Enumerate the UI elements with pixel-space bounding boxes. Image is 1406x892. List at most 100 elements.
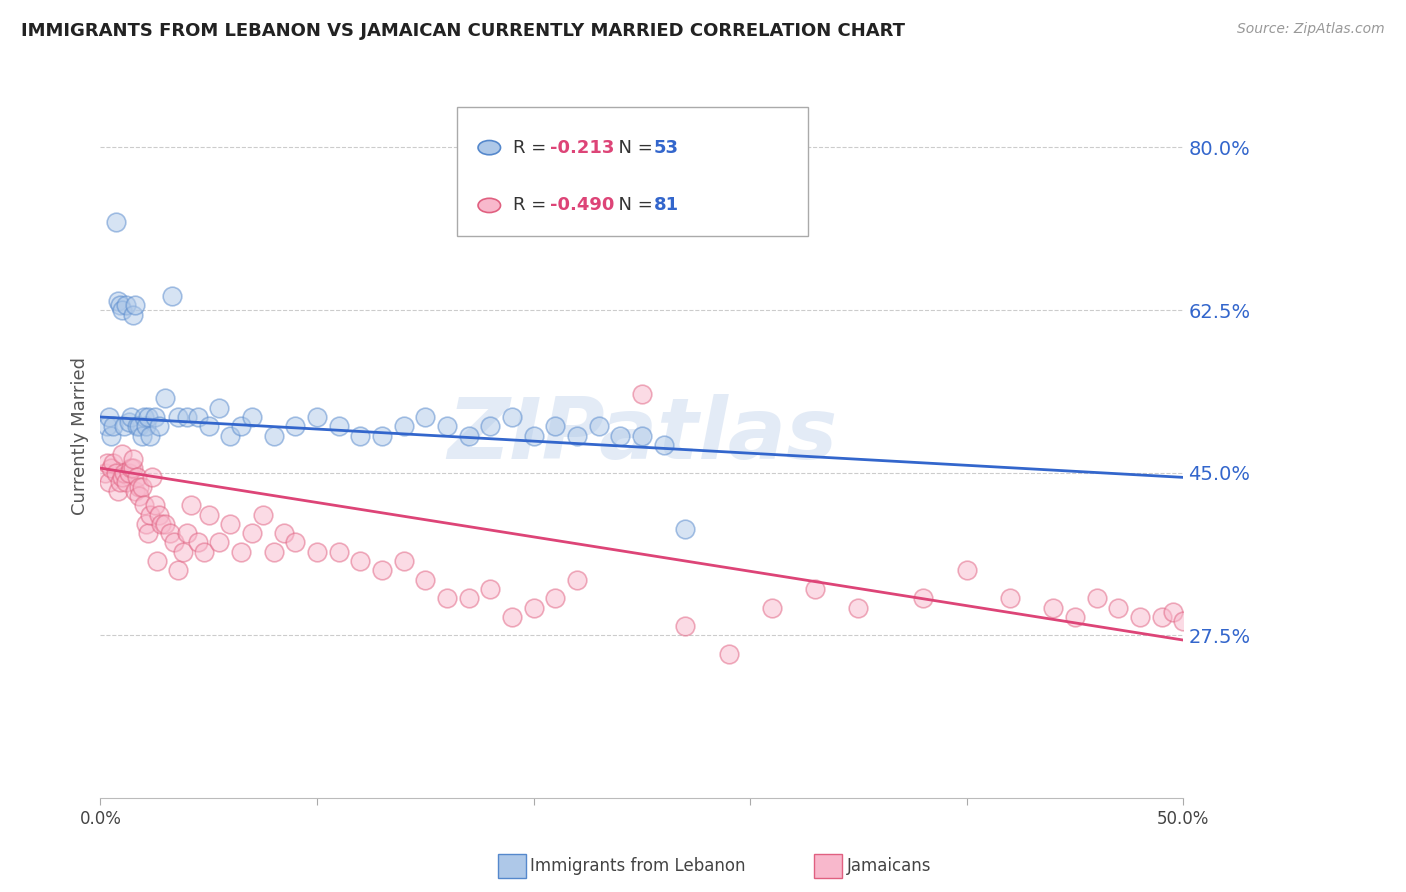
Point [804,582,827,596]
Point [117,415,139,429]
Point [673,522,696,536]
Point [305,409,328,424]
Point [956,563,979,577]
Point [273,526,295,541]
Point [371,563,394,577]
Text: IMMIGRANTS FROM LEBANON VS JAMAICAN CURRENTLY MARRIED CORRELATION CHART: IMMIGRANTS FROM LEBANON VS JAMAICAN CURR… [21,22,905,40]
Point [392,554,415,568]
Point [136,409,159,424]
Point [111,447,134,461]
Point [127,470,149,484]
Point [112,419,135,434]
Point [111,303,134,318]
Text: ZIPatlas: ZIPatlas [447,394,837,477]
Point [121,451,143,466]
Point [673,619,696,633]
Point [135,516,157,531]
Point [522,428,544,442]
Text: Jamaicans: Jamaicans [846,857,931,875]
Point [231,545,253,559]
Point [141,470,163,484]
Point [544,419,567,434]
Point [193,545,215,559]
Point [219,516,242,531]
Text: N =: N = [607,138,659,157]
Point [565,428,588,442]
Text: -0.213: -0.213 [550,138,614,157]
Point [208,401,231,415]
Point [187,535,209,549]
Point [160,289,183,303]
Point [413,409,436,424]
Point [96,457,118,471]
Point [163,535,186,549]
Text: R =: R = [513,138,553,157]
Point [652,438,675,452]
Point [631,428,654,442]
Point [145,554,167,568]
Point [112,466,135,480]
Text: R =: R = [513,196,553,214]
Text: Source: ZipAtlas.com: Source: ZipAtlas.com [1237,22,1385,37]
Point [501,409,523,424]
Point [208,535,231,549]
Point [479,582,502,596]
Point [349,554,371,568]
Text: 81: 81 [654,196,679,214]
Point [392,419,415,434]
Point [1150,610,1173,624]
Point [139,428,162,442]
Point [231,419,253,434]
Point [159,526,181,541]
Point [115,298,138,312]
Point [371,428,394,442]
Point [128,419,150,434]
Point [501,610,523,624]
Point [761,600,783,615]
Point [588,419,610,434]
Point [120,461,142,475]
Point [197,508,219,522]
Point [1042,600,1064,615]
Point [111,470,134,484]
Point [1205,633,1227,648]
Point [1129,610,1152,624]
Point [263,545,285,559]
Point [136,526,159,541]
Point [124,484,146,499]
Point [252,508,274,522]
Point [148,419,170,434]
Point [219,428,242,442]
Point [1182,628,1205,642]
Point [176,409,198,424]
Point [1173,615,1195,629]
Point [100,428,122,442]
Point [609,428,631,442]
Point [413,573,436,587]
Point [522,600,544,615]
Point [167,409,190,424]
Point [284,419,307,434]
Y-axis label: Currently Married: Currently Married [72,357,89,515]
Point [717,647,740,661]
Point [103,419,125,434]
Point [544,591,567,606]
Point [104,215,127,229]
Point [120,409,142,424]
Point [479,419,502,434]
Point [121,461,143,475]
Point [108,298,131,312]
Point [143,409,166,424]
Point [1194,619,1216,633]
Point [132,498,155,512]
Point [631,386,654,401]
Point [121,308,143,322]
Point [155,392,177,406]
Point [148,508,170,522]
Point [1064,610,1087,624]
Point [167,563,190,577]
Point [848,600,870,615]
Point [103,457,125,471]
Point [1107,600,1129,615]
Point [328,419,350,434]
